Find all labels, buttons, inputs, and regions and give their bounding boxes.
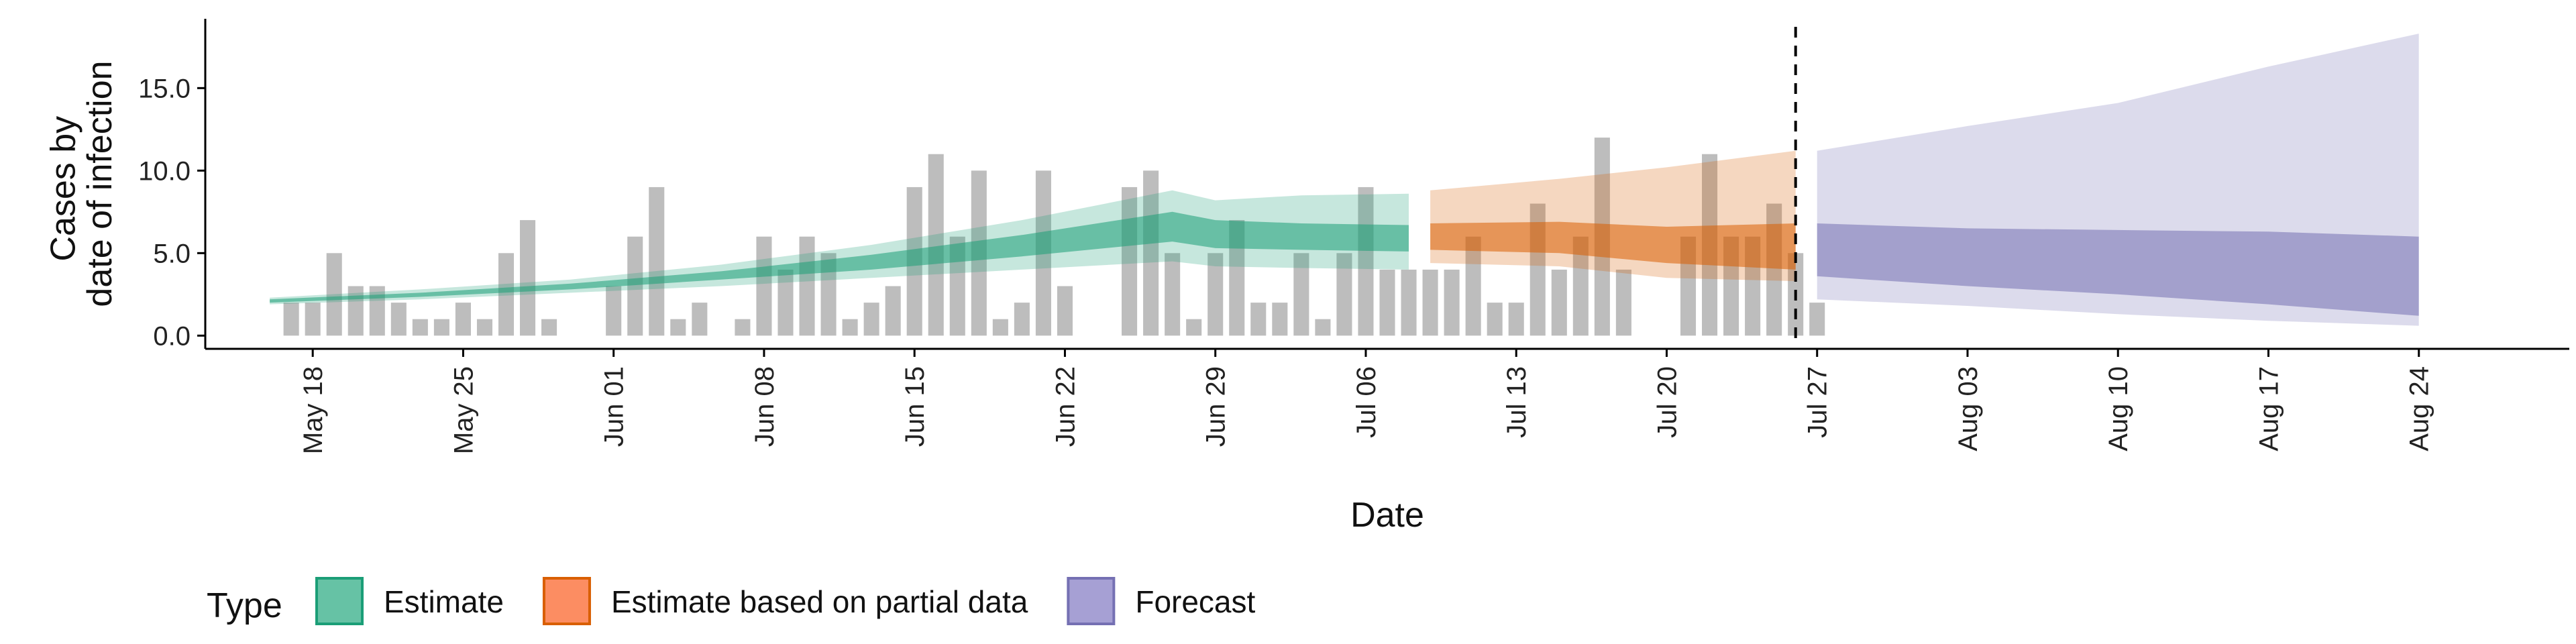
- y-tick-label: 15.0: [138, 74, 191, 103]
- case-bar: [1336, 253, 1352, 336]
- case-bar: [476, 319, 493, 336]
- case-bar: [1186, 319, 1202, 336]
- legend-items: Estimate Estimate based on partial data Fo…: [315, 577, 1256, 625]
- x-tick-label: May 25: [449, 366, 478, 454]
- case-bar: [305, 303, 321, 336]
- x-tick-label: Jul 27: [1803, 366, 1833, 438]
- case-bar: [1615, 269, 1631, 336]
- legend-key-estimate-based-on-partial-data: [542, 577, 591, 625]
- y-axis-title-line-2: date of infection: [80, 60, 119, 307]
- estimate-based-on-partial-data-inner-band: [1430, 221, 1796, 270]
- estimate-inner-band: [270, 211, 1409, 303]
- axes: 0.0 5.0 10.0 15.0 May 18 May 25 Jun 01 Jun 08 J…: [138, 19, 2569, 454]
- y-tick-label: 10.0: [138, 156, 191, 186]
- case-bar: [326, 253, 342, 336]
- case-bar: [1272, 303, 1288, 336]
- case-bar: [412, 319, 428, 336]
- case-bar: [1057, 286, 1073, 336]
- x-tick-label: Aug 10: [2104, 366, 2133, 451]
- case-bar: [1401, 269, 1417, 336]
- ribbons-layer: [270, 34, 2419, 326]
- case-bar: [842, 319, 858, 336]
- case-bar: [670, 319, 686, 336]
- case-bar: [1250, 303, 1267, 336]
- legend-key-estimate: [315, 577, 364, 625]
- plot-area: [270, 27, 2419, 339]
- case-bar: [1809, 303, 1825, 336]
- legend-label-forecast: Forecast: [1135, 584, 1255, 619]
- case-bar: [649, 186, 665, 336]
- x-axis-title: Date: [1350, 496, 1424, 535]
- y-ticks: 0.0 5.0 10.0 15.0: [138, 74, 205, 351]
- case-bar: [390, 303, 407, 336]
- bars-layer: [283, 138, 1825, 336]
- x-ticks: May 18 May 25 Jun 01 Jun 08 Jun 15 Jun 22 Jun …: [299, 349, 2434, 454]
- x-tick-label: Aug 17: [2254, 366, 2284, 451]
- forecast-inner-band: [1817, 223, 2419, 316]
- legend-label-estimate-based-on-partial-data: Estimate based on partial data: [611, 584, 1028, 619]
- case-bar: [1208, 253, 1224, 336]
- case-bar: [1379, 269, 1395, 336]
- x-tick-label: Jun 29: [1201, 366, 1231, 447]
- y-tick-label: 5.0: [153, 239, 191, 268]
- case-bar: [433, 319, 449, 336]
- case-bar: [283, 303, 299, 336]
- case-bar: [498, 253, 515, 336]
- estimate-outer-band: [270, 190, 1409, 305]
- legend-title: Type: [207, 586, 282, 625]
- case-bar: [735, 319, 751, 336]
- x-tick-label: Aug 03: [1953, 366, 1983, 451]
- x-tick-label: Jul 06: [1352, 366, 1381, 438]
- case-bar: [992, 319, 1008, 336]
- case-bar: [1315, 319, 1331, 336]
- case-bar: [1229, 220, 1245, 336]
- case-bar: [928, 154, 944, 336]
- case-bar: [1293, 253, 1309, 336]
- case-bar: [1444, 269, 1460, 336]
- case-bar: [756, 236, 772, 336]
- case-bar: [606, 286, 622, 336]
- x-tick-label: Jul 20: [1652, 366, 1682, 438]
- case-bar: [455, 303, 471, 336]
- case-bar: [1487, 303, 1503, 336]
- case-bar: [1014, 303, 1030, 336]
- case-bar: [1358, 186, 1374, 336]
- legend-label-estimate: Estimate: [384, 584, 504, 619]
- y-axis-title-line-1: Cases by: [44, 116, 83, 262]
- case-bar: [1465, 236, 1481, 336]
- case-bar: [777, 269, 794, 336]
- case-bar: [885, 286, 901, 336]
- case-bar: [820, 253, 837, 336]
- x-tick-label: Jun 15: [900, 366, 930, 447]
- x-tick-label: Jun 22: [1051, 366, 1080, 447]
- case-bar: [520, 220, 536, 336]
- y-axis-title: Cases by date of infection: [44, 60, 120, 307]
- case-bar: [1508, 303, 1524, 336]
- x-tick-label: Aug 24: [2405, 366, 2434, 451]
- x-tick-label: May 18: [299, 366, 328, 454]
- legend: Type Estimate Estimate based on partial d…: [207, 577, 1256, 625]
- legend-key-forecast: [1067, 577, 1116, 625]
- x-tick-label: Jun 08: [750, 366, 780, 447]
- case-bar: [1572, 236, 1589, 336]
- case-bar: [1422, 269, 1438, 336]
- case-bar: [541, 319, 557, 336]
- y-tick-label: 0.0: [153, 321, 191, 351]
- x-tick-label: Jul 13: [1502, 366, 1532, 438]
- case-bar: [1143, 170, 1159, 336]
- case-bar: [1165, 253, 1181, 336]
- case-bar: [627, 236, 643, 336]
- case-bar: [863, 303, 879, 336]
- case-bar: [1551, 269, 1567, 336]
- x-tick-label: Jun 01: [600, 366, 629, 447]
- case-bar: [692, 303, 708, 336]
- case-bar: [799, 236, 815, 336]
